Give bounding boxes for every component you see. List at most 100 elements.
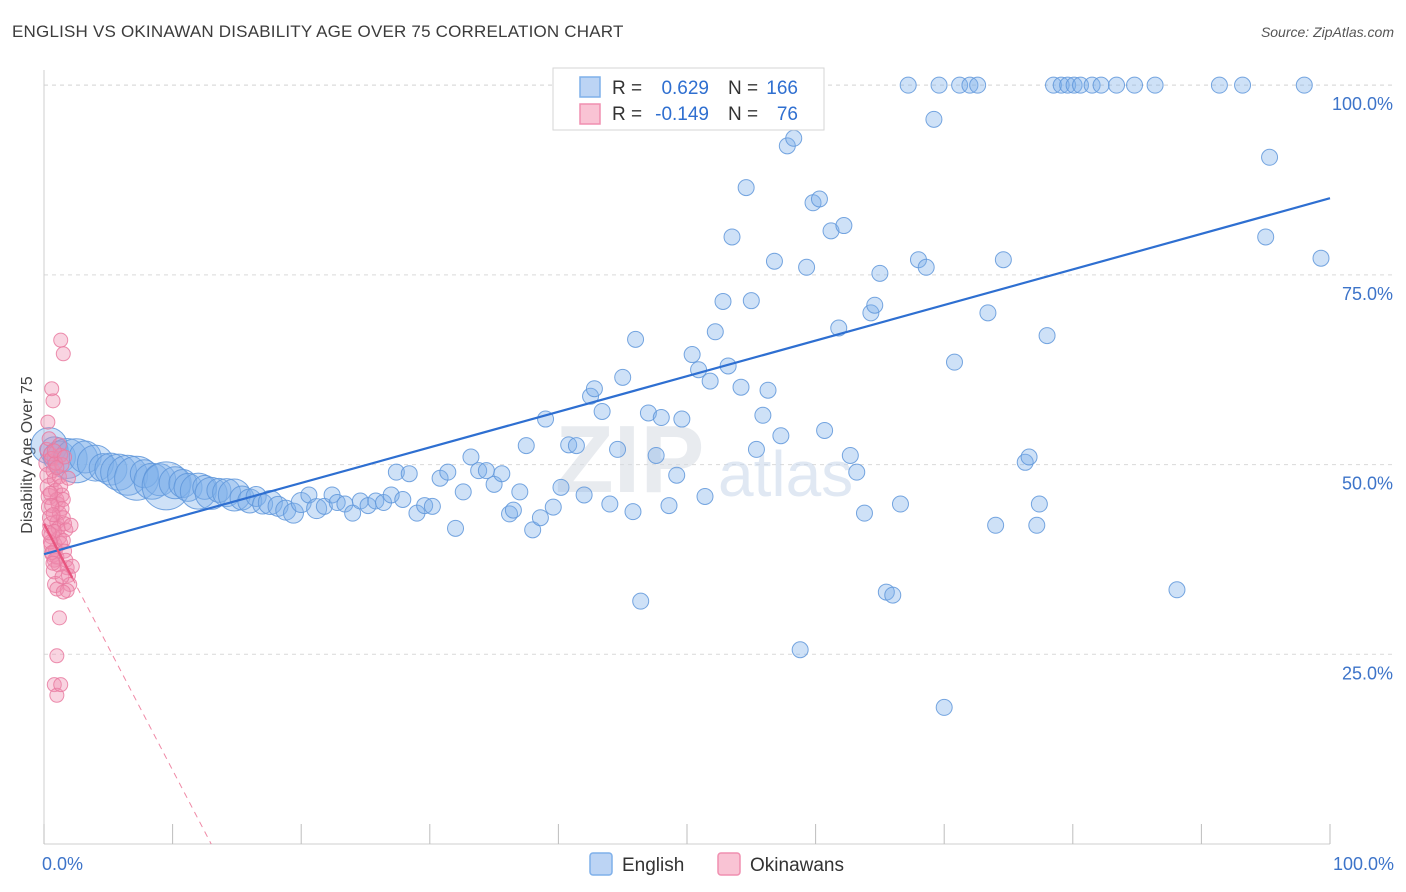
okinawan-n-label: N = <box>728 104 758 125</box>
english-point-99 <box>747 440 765 458</box>
okinawan-point-60 <box>42 485 58 501</box>
english-point-121 <box>884 586 902 604</box>
y-tick-label-75: 75.0% <box>1342 284 1393 304</box>
english-point-75 <box>593 402 611 420</box>
okinawan-n-value: 76 <box>777 104 798 125</box>
english-point-127 <box>930 76 948 94</box>
english-point-85 <box>660 497 678 515</box>
okinawan-point-69 <box>49 460 65 476</box>
english-point-69 <box>552 478 570 496</box>
english-point-77 <box>609 440 627 458</box>
english-point-51 <box>423 497 441 515</box>
english-series-swatch <box>589 852 613 876</box>
english-point-84 <box>652 409 670 427</box>
english-point-71 <box>567 437 585 455</box>
english-points <box>30 76 1330 716</box>
english-point-74 <box>585 380 603 398</box>
english-point-98 <box>742 292 760 310</box>
english-point-97 <box>737 179 755 197</box>
english-r-value: 0.629 <box>661 78 709 99</box>
english-series-label: English <box>622 855 684 876</box>
english-n-value: 166 <box>766 78 798 99</box>
okinawan-point-35 <box>55 346 71 362</box>
x-tick-label-min: 0.0% <box>42 854 83 874</box>
english-point-106 <box>791 641 809 659</box>
english-point-80 <box>627 330 645 348</box>
okinawan-point-71 <box>57 449 73 465</box>
english-point-63 <box>511 483 529 501</box>
watermark-zip: ZIP <box>555 406 704 513</box>
okinawan-point-32 <box>44 381 60 397</box>
english-point-130 <box>951 76 969 94</box>
english-point-135 <box>994 251 1012 269</box>
okinawan-r-value: -0.149 <box>655 104 709 125</box>
english-point-138 <box>1028 516 1046 534</box>
okinawan-point-34 <box>53 332 69 348</box>
english-point-111 <box>822 222 840 240</box>
english-point-134 <box>987 516 1005 534</box>
english-point-55 <box>454 483 472 501</box>
english-point-154 <box>1257 228 1275 246</box>
english-point-91 <box>701 372 719 390</box>
chart-title: ENGLISH VS OKINAWAN DISABILITY AGE OVER … <box>12 22 624 41</box>
english-point-17 <box>168 469 198 499</box>
english-point-118 <box>866 296 884 314</box>
english-point-93 <box>714 292 732 310</box>
source-label: Source: ZipAtlas.com <box>1260 24 1394 40</box>
okinawan-trend-extension <box>71 577 212 845</box>
y-tick-label-100: 100.0% <box>1332 94 1393 114</box>
okinawan-point-62 <box>45 507 61 523</box>
english-point-144 <box>1065 76 1083 94</box>
english-point-155 <box>1261 148 1279 166</box>
english-point-109 <box>810 190 828 208</box>
okinawan-point-55 <box>51 610 67 626</box>
english-point-139 <box>1030 495 1048 513</box>
english-point-88 <box>683 346 701 364</box>
english-point-128 <box>935 698 953 716</box>
trend-lines <box>42 197 1331 845</box>
english-point-81 <box>632 592 650 610</box>
english-point-140 <box>1038 327 1056 345</box>
english-point-142 <box>1052 76 1070 94</box>
english-point-62 <box>504 501 522 519</box>
english-point-68 <box>544 498 562 516</box>
english-point-107 <box>798 258 816 276</box>
english-point-122 <box>891 495 909 513</box>
english-point-133 <box>979 304 997 322</box>
okinawan-point-73 <box>63 517 79 533</box>
english-r-label: R = <box>612 78 642 99</box>
english-point-125 <box>917 258 935 276</box>
english-point-95 <box>723 228 741 246</box>
english-point-82 <box>639 404 657 422</box>
english-point-117 <box>862 304 880 322</box>
english-point-119 <box>871 264 889 282</box>
english-point-137 <box>1020 448 1038 466</box>
english-point-60 <box>493 465 511 483</box>
y-tick-label-50: 50.0% <box>1342 474 1393 494</box>
x-tick-label-max: 100.0% <box>1333 854 1394 874</box>
english-point-53 <box>439 463 457 481</box>
english-point-101 <box>759 381 777 399</box>
english-point-78 <box>614 368 632 386</box>
okinawan-legend-swatch <box>579 103 601 125</box>
okinawan-point-15 <box>40 414 56 430</box>
english-point-110 <box>816 421 834 439</box>
english-point-149 <box>1126 76 1144 94</box>
english-point-90 <box>696 487 714 505</box>
english-point-145 <box>1072 76 1090 94</box>
english-point-151 <box>1168 581 1186 599</box>
okinawan-point-66 <box>45 555 61 571</box>
english-point-96 <box>732 378 750 396</box>
english-point-10 <box>107 454 149 496</box>
english-point-73 <box>582 387 600 405</box>
okinawan-r-label: R = <box>612 104 642 125</box>
english-point-40 <box>344 504 362 522</box>
english-point-147 <box>1092 76 1110 94</box>
english-point-56 <box>462 448 480 466</box>
english-point-146 <box>1083 76 1101 94</box>
okinawan-point-72 <box>60 470 76 486</box>
english-trend-line <box>43 197 1331 556</box>
english-point-113 <box>835 217 853 235</box>
okinawan-point-75 <box>55 584 71 600</box>
